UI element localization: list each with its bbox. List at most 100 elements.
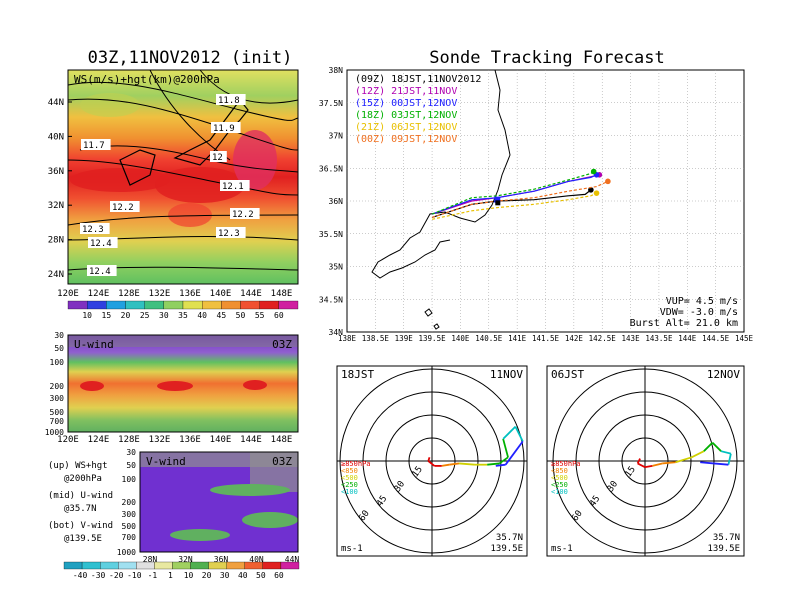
colorbar-swatch (226, 561, 245, 570)
lon-tick: 138E (338, 334, 357, 343)
hodograph-segment (502, 426, 517, 440)
colorbar-label: 40 (197, 311, 207, 320)
lon-tick: 144E (240, 289, 262, 299)
pressure-tick: 100 (50, 358, 65, 367)
pressure-tick: 30 (126, 448, 136, 457)
contour-label: 12.2 (112, 203, 134, 213)
lon-tick: 120E (57, 435, 79, 445)
pressure-tick: 300 (50, 394, 65, 403)
colorbar-label: 20 (202, 571, 212, 580)
colorbar-swatch (240, 300, 260, 310)
lon-tick: 124E (88, 289, 110, 299)
pressure-tick: 200 (122, 498, 137, 507)
colorbar-label: -40 (73, 571, 88, 580)
hodograph-segment (652, 462, 663, 467)
lat-tick: 36N (48, 167, 64, 177)
colorbar-label: 60 (274, 571, 284, 580)
contour-label-bg (110, 201, 140, 212)
colorbar-swatch (154, 561, 173, 570)
lat-tick: 32N (178, 555, 193, 564)
lat-tick: 34.5N (319, 295, 343, 304)
colorbar-label: -20 (109, 571, 124, 580)
burst-point (588, 187, 594, 193)
level-legend: <500 (551, 474, 568, 482)
annotation: Burst Alt= 21.0 km (630, 318, 738, 329)
colorbar-label: 40 (238, 571, 248, 580)
level-legend: <250 (551, 481, 568, 489)
colorbar-swatch (202, 300, 222, 310)
colorbar-swatch (163, 300, 184, 310)
tracking-plot (346, 69, 745, 333)
pressure-tick: 1000 (45, 428, 64, 437)
track-line (431, 171, 595, 215)
polar-lat: 35.7N (713, 533, 740, 543)
tracking-legend: (09Z) 18JST,11NOV2012(12Z) 21JST,11NOV(1… (355, 74, 481, 145)
contour-label: 12.1 (222, 182, 244, 192)
hodograph-segment (427, 460, 436, 467)
lon-tick: 143.5E (645, 334, 673, 343)
lat-tick: 37.5N (319, 99, 343, 108)
hodograph-segment (458, 462, 476, 466)
legend-entry: (21Z) 06JST,12NOV (355, 122, 457, 133)
hodograph-segment (504, 440, 524, 466)
pressure-tick: 200 (50, 382, 65, 391)
lat-tick: 28N (48, 236, 64, 246)
hodograph-segment (675, 456, 692, 464)
u-wind-panel (67, 334, 299, 433)
contour-labels: 11.8 11.9 11.7 12 12.1 12.2 12.2 12.3 12.3 12.4 12… (80, 94, 260, 277)
hodograph-segment (711, 441, 722, 452)
colorbar-swatch (67, 300, 88, 310)
colorbar-swatch (100, 561, 119, 570)
colorbar-label: 60 (274, 311, 284, 320)
contour-label: 11.9 (213, 124, 235, 134)
legend-entry: (00Z) 09JST,12NOV (355, 134, 457, 145)
polar-time: 06JST (551, 368, 584, 381)
colorbar-swatch (244, 561, 263, 570)
lon-tick: 140.5E (475, 334, 503, 343)
tracking-grid (347, 70, 744, 332)
pressure-tick: 700 (50, 417, 65, 426)
lat-tick: 28N (143, 555, 158, 564)
lat-tick: 40N (249, 555, 264, 564)
annotation: VUP= 4.5 m/s (666, 296, 738, 307)
polar-unit: ms-1 (341, 544, 363, 554)
hodograph-segment (637, 462, 646, 468)
lat-tick: 36N (329, 197, 344, 206)
pressure-tick: 100 (122, 475, 137, 484)
polar-date: 11NOV (490, 368, 523, 381)
hodograph-segment (713, 462, 729, 466)
level-legend: <100 (551, 488, 568, 496)
contour-label: 11.8 (218, 96, 240, 106)
ws-map-label: WS(m/s)+hgt(km)@200hPa (74, 73, 220, 86)
hodograph-segment (449, 462, 460, 466)
contour-label-bg (216, 227, 246, 238)
colorbar-swatch (280, 561, 300, 570)
burst-point (605, 178, 611, 185)
legend-entry: (15Z) 00JST,12NOV (355, 98, 457, 109)
contour-label: 12.3 (218, 229, 240, 239)
lon-tick: 143E (622, 334, 641, 343)
ws-map (67, 69, 299, 285)
contour-label: 12.4 (89, 267, 111, 277)
left-title: 03Z,11NOV2012 (init) (88, 48, 293, 68)
u-wind-label: U-wind (74, 338, 114, 351)
note-line: (bot) V-wind (48, 521, 113, 531)
colorbar-label: 50 (236, 311, 246, 320)
pressure-tick: 500 (122, 522, 137, 531)
pressure-tick: 700 (122, 533, 137, 542)
note-line: (up) WS+hgt (48, 461, 108, 471)
colorbar-swatch (172, 561, 191, 570)
contour-label-bg (216, 94, 246, 105)
track-line (431, 174, 597, 215)
lon-tick: 142E (565, 334, 584, 343)
contour-label: 12.3 (82, 225, 104, 235)
polar-time: 18JST (341, 368, 374, 381)
hodograph-segment (720, 450, 732, 455)
coastline (371, 69, 511, 279)
chart-title: Sonde Tracking Forecast (429, 48, 664, 68)
lon-tick: 139.5E (419, 334, 447, 343)
colorbar-swatch (136, 561, 155, 570)
lon-tick: 141.5E (532, 334, 560, 343)
uv-colorbar: -40 -30 -20 -10 -1 1 10 20 30 40 50 60 (63, 561, 300, 580)
